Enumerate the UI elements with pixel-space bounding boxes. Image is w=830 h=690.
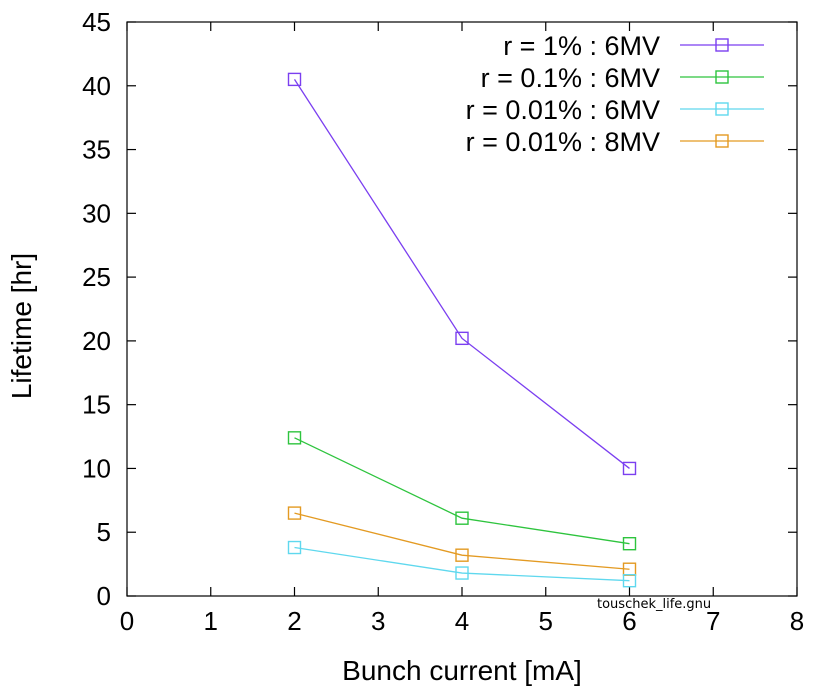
y-tick-label: 25 xyxy=(82,262,111,292)
source-file-label: touschek_life.gnu xyxy=(597,597,711,612)
series-line xyxy=(294,546,630,582)
y-axis-label: Lifetime [hr] xyxy=(6,253,37,399)
data-point-marker xyxy=(287,540,302,555)
legend-marker xyxy=(715,134,729,148)
x-tick-label: 3 xyxy=(371,606,385,636)
x-tick-label: 2 xyxy=(287,606,301,636)
x-tick-label: 6 xyxy=(622,606,636,636)
data-point-marker xyxy=(455,511,469,525)
y-tick-label: 15 xyxy=(82,390,111,420)
y-tick-label: 5 xyxy=(97,517,111,547)
y-tick-label: 35 xyxy=(82,135,111,165)
series-4 xyxy=(287,506,637,576)
legend-marker xyxy=(715,38,729,52)
data-point-marker xyxy=(287,506,302,520)
series-3 xyxy=(287,540,637,588)
y-tick-label: 20 xyxy=(82,326,111,356)
legend-label: r = 1% : 6MV xyxy=(503,31,660,61)
data-point-marker xyxy=(455,548,469,562)
legend-label: r = 0.01% : 8MV xyxy=(466,127,660,157)
series-layer xyxy=(287,72,637,588)
y-tick-label: 0 xyxy=(97,581,111,611)
y-tick-label: 30 xyxy=(82,198,111,228)
series-line xyxy=(294,437,630,545)
data-point-marker xyxy=(455,566,469,580)
series-2 xyxy=(287,431,637,551)
series-line xyxy=(293,79,630,469)
legend-marker xyxy=(715,102,729,116)
x-tick-label: 7 xyxy=(706,606,720,636)
data-point-marker xyxy=(622,573,637,588)
data-point-marker xyxy=(622,537,637,551)
data-point-marker xyxy=(622,461,637,476)
y-tick-label: 40 xyxy=(82,71,111,101)
x-tick-label: 4 xyxy=(455,606,469,636)
plot-border xyxy=(126,21,798,597)
data-point-marker xyxy=(287,431,302,445)
data-point-marker xyxy=(287,72,302,87)
y-tick-label: 45 xyxy=(82,7,111,37)
y-tick-label: 10 xyxy=(82,453,111,483)
series-1 xyxy=(287,72,637,476)
y-axis-ticks: 0 5 10 15 20 25 30 35 40 45 xyxy=(82,7,797,611)
data-point-marker xyxy=(455,331,469,346)
x-tick-label: 0 xyxy=(120,606,134,636)
x-tick-label: 1 xyxy=(204,606,218,636)
x-axis-ticks: 0 1 2 3 4 5 6 7 8 xyxy=(120,22,804,636)
legend-label: r = 0.01% : 6MV xyxy=(466,95,660,125)
series-line xyxy=(294,512,630,570)
x-tick-label: 5 xyxy=(539,606,553,636)
x-axis-label: Bunch current [mA] xyxy=(342,655,582,686)
legend-label: r = 0.1% : 6MV xyxy=(481,63,660,93)
x-tick-label: 8 xyxy=(790,606,804,636)
plot-frame xyxy=(126,21,798,597)
legend-marker xyxy=(715,70,729,84)
